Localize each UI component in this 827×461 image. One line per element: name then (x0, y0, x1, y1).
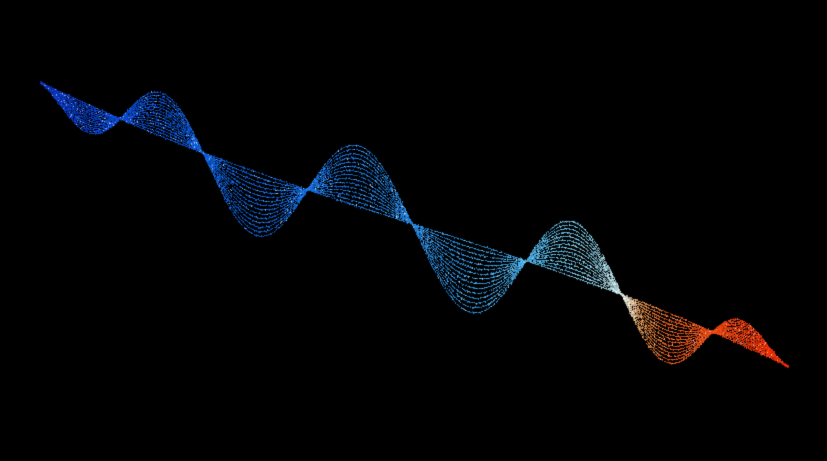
sine-wave-bundle-canvas (0, 0, 827, 461)
artwork-stage (0, 0, 827, 461)
